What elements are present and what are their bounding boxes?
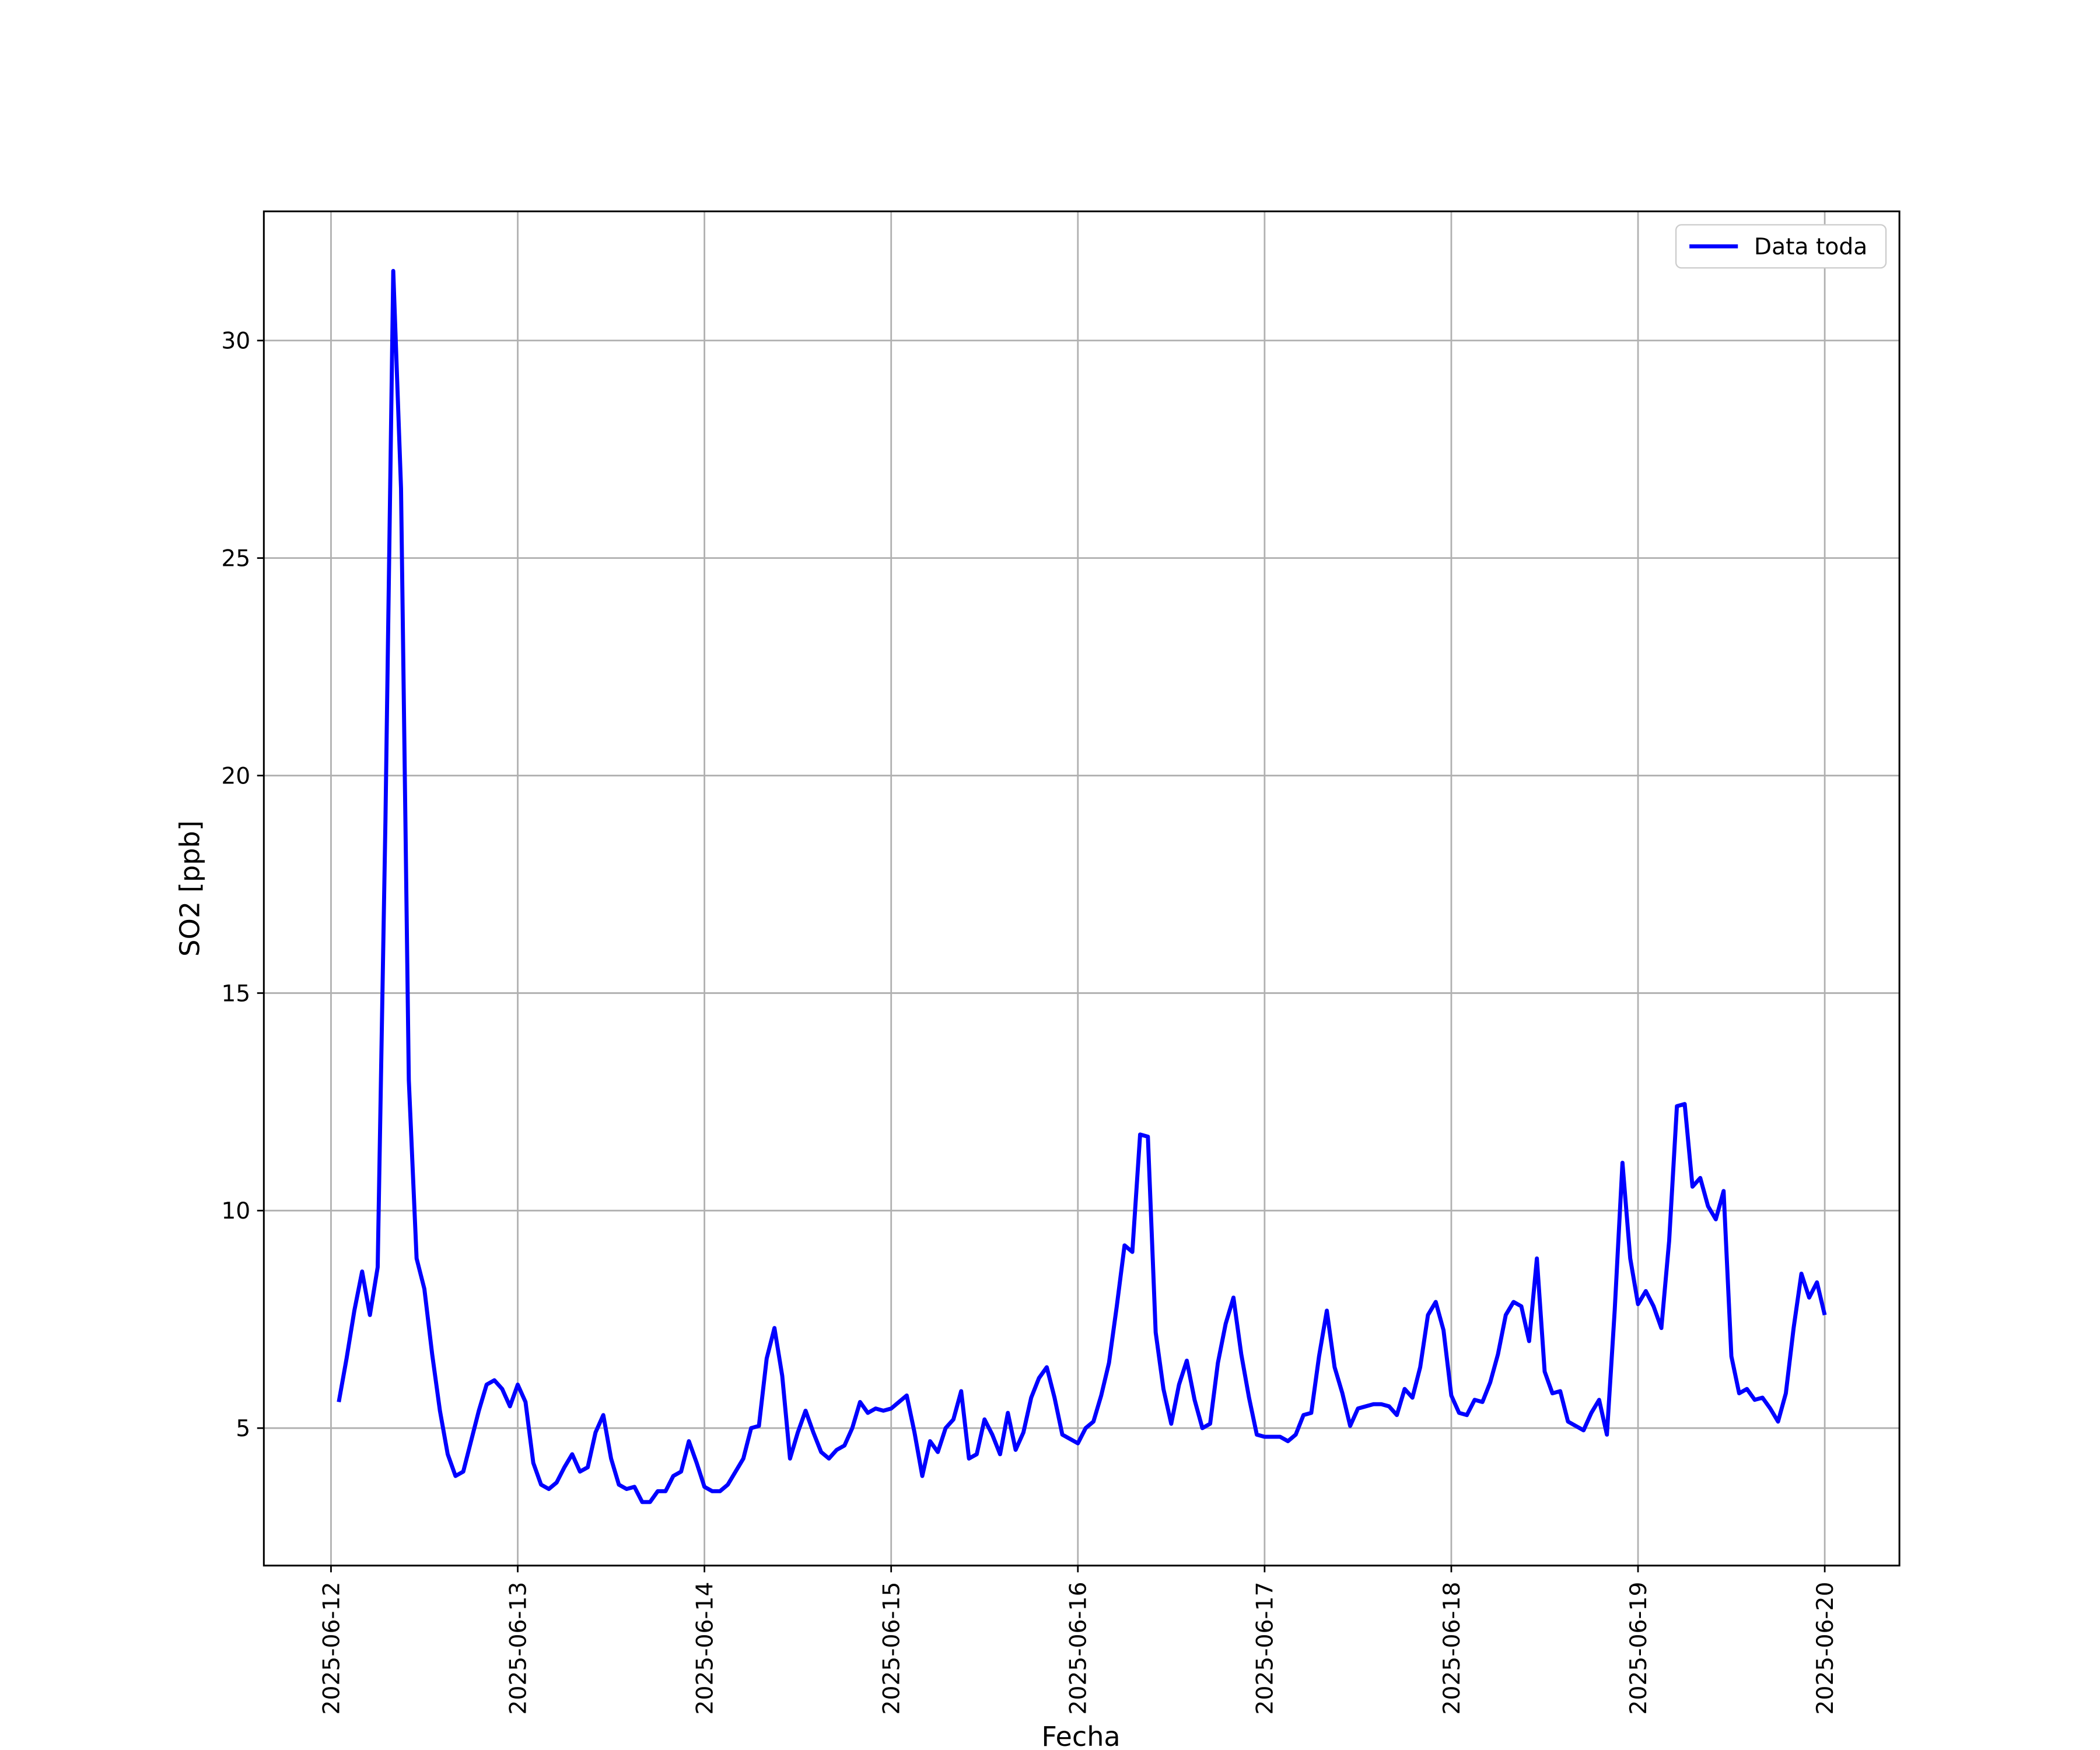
x-tick-label: 2025-06-14 (692, 1582, 718, 1715)
x-tick-label: 2025-06-16 (1066, 1582, 1092, 1715)
x-axis-label: Fecha (1041, 1721, 1120, 1750)
legend-box (1675, 224, 1887, 269)
x-tick-label: 2025-06-18 (1439, 1582, 1465, 1715)
x-tick-label: 2025-06-15 (879, 1582, 905, 1715)
x-tick-label: 2025-06-12 (318, 1582, 345, 1715)
y-tick-label: 25 (221, 546, 250, 572)
x-tick-label: 2025-06-20 (1812, 1582, 1839, 1715)
x-tick-label: 2025-06-13 (505, 1582, 531, 1715)
y-tick-label: 20 (221, 763, 250, 789)
x-tick-label: 2025-06-19 (1626, 1582, 1652, 1715)
y-tick-label: 10 (221, 1198, 250, 1224)
y-tick-label: 30 (221, 328, 250, 355)
y-tick-label: 5 (236, 1416, 250, 1442)
data-line (337, 269, 1827, 1504)
y-tick-label: 15 (221, 981, 250, 1007)
plot-frame (262, 210, 1901, 1567)
y-axis-label: SO2 [ppb] (174, 820, 206, 957)
legend-label: Data toda (1754, 234, 1867, 260)
x-tick-label: 2025-06-17 (1252, 1582, 1279, 1715)
